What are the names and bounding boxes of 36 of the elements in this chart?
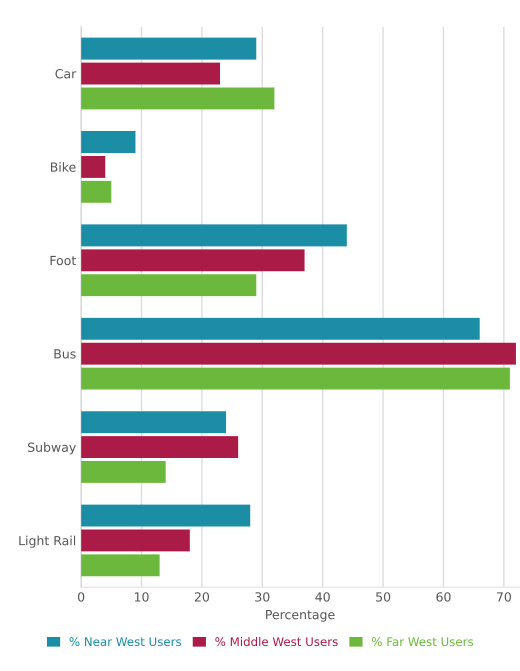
x-tick-label: 40: [315, 592, 330, 602]
legend-label: % Near West Users: [70, 637, 182, 646]
bar: [81, 249, 305, 272]
bar: [81, 156, 106, 178]
y-tick-label: Car: [55, 69, 76, 78]
bar: [81, 554, 160, 576]
bar: [81, 318, 480, 340]
x-tick-label: 50: [376, 592, 390, 602]
x-tick-label: 0: [78, 592, 84, 602]
y-tick-label: Bus: [54, 349, 76, 359]
x-tick-label: 70: [496, 592, 511, 602]
legend-label: % Middle West Users: [215, 636, 338, 646]
bar: [81, 529, 190, 552]
x-tick-label: 20: [194, 592, 210, 602]
bar: [81, 38, 256, 60]
bar: [81, 368, 510, 390]
x-tick-label: 10: [134, 592, 149, 602]
bar: [81, 274, 256, 296]
bar: [81, 504, 250, 526]
y-tick-label: Light Rail: [19, 536, 76, 548]
bar: [81, 62, 220, 84]
bar: [81, 131, 136, 153]
x-tick-label: 30: [255, 592, 270, 602]
bar: [81, 411, 226, 434]
y-tick-label: Bike: [50, 162, 76, 172]
bar: [81, 436, 238, 458]
y-tick-label: Foot: [50, 256, 76, 266]
y-tick-label: Subway: [28, 442, 76, 454]
bar: [81, 342, 516, 365]
legend-label: % Far West Users: [372, 637, 474, 646]
bar: [81, 180, 112, 203]
bar: [81, 87, 274, 110]
bar: [81, 224, 347, 246]
bar: [81, 461, 166, 483]
x-tick-label: 60: [436, 592, 451, 602]
x-axis-title: Percentage: [266, 610, 335, 622]
